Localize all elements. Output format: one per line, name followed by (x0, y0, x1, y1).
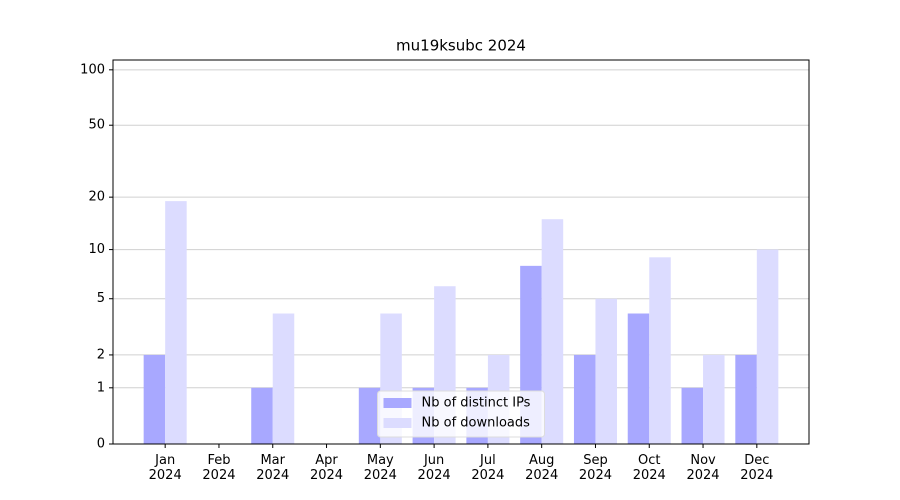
bar (627, 313, 650, 444)
x-tick-label: Sep 2024 (578, 453, 612, 483)
y-tick-label: 1 (97, 380, 105, 395)
bar (573, 354, 596, 444)
y-tick-label: 10 (88, 242, 105, 257)
bar (595, 298, 617, 444)
x-tick-label: Oct 2024 (632, 453, 666, 483)
x-tick-label: Feb 2024 (202, 453, 236, 483)
bar (358, 387, 381, 444)
legend-label: Nb of downloads (422, 416, 531, 431)
x-tick-label: Aug 2024 (525, 453, 559, 483)
plot-frame (112, 59, 810, 445)
y-tick-label: 100 (80, 62, 105, 77)
bar (143, 354, 166, 444)
x-tick-label: May 2024 (363, 453, 397, 483)
x-tick-label: Jan 2024 (148, 453, 182, 483)
x-tick-label: Dec 2024 (740, 453, 774, 483)
x-tick-label: Nov 2024 (686, 453, 720, 483)
legend-box (377, 390, 545, 438)
bar (681, 387, 704, 444)
bar (756, 249, 779, 444)
x-tick-label: Jul 2024 (471, 453, 505, 483)
x-tick-label: Jun 2024 (417, 453, 451, 483)
bar (703, 354, 725, 444)
legend-swatch (383, 398, 412, 408)
x-tick-label: Mar 2024 (256, 453, 290, 483)
x-tick-label: Apr 2024 (309, 453, 344, 483)
y-tick-label: 50 (88, 118, 105, 133)
bar (649, 257, 671, 444)
y-tick-label: 0 (97, 437, 105, 452)
y-tick-label: 5 (97, 291, 105, 306)
bar (165, 201, 187, 444)
legend-swatch (383, 418, 412, 428)
bar (251, 387, 273, 444)
chart-title: mu19ksubc 2024 (396, 37, 526, 55)
bar (541, 219, 564, 444)
legend-label: Nb of distinct IPs (422, 396, 531, 411)
bar (735, 354, 757, 444)
y-tick-label: 20 (88, 190, 105, 205)
legend: Nb of distinct IPs Nb of downloads (377, 390, 545, 438)
y-tick-label: 2 (97, 347, 105, 362)
bar (272, 313, 295, 444)
